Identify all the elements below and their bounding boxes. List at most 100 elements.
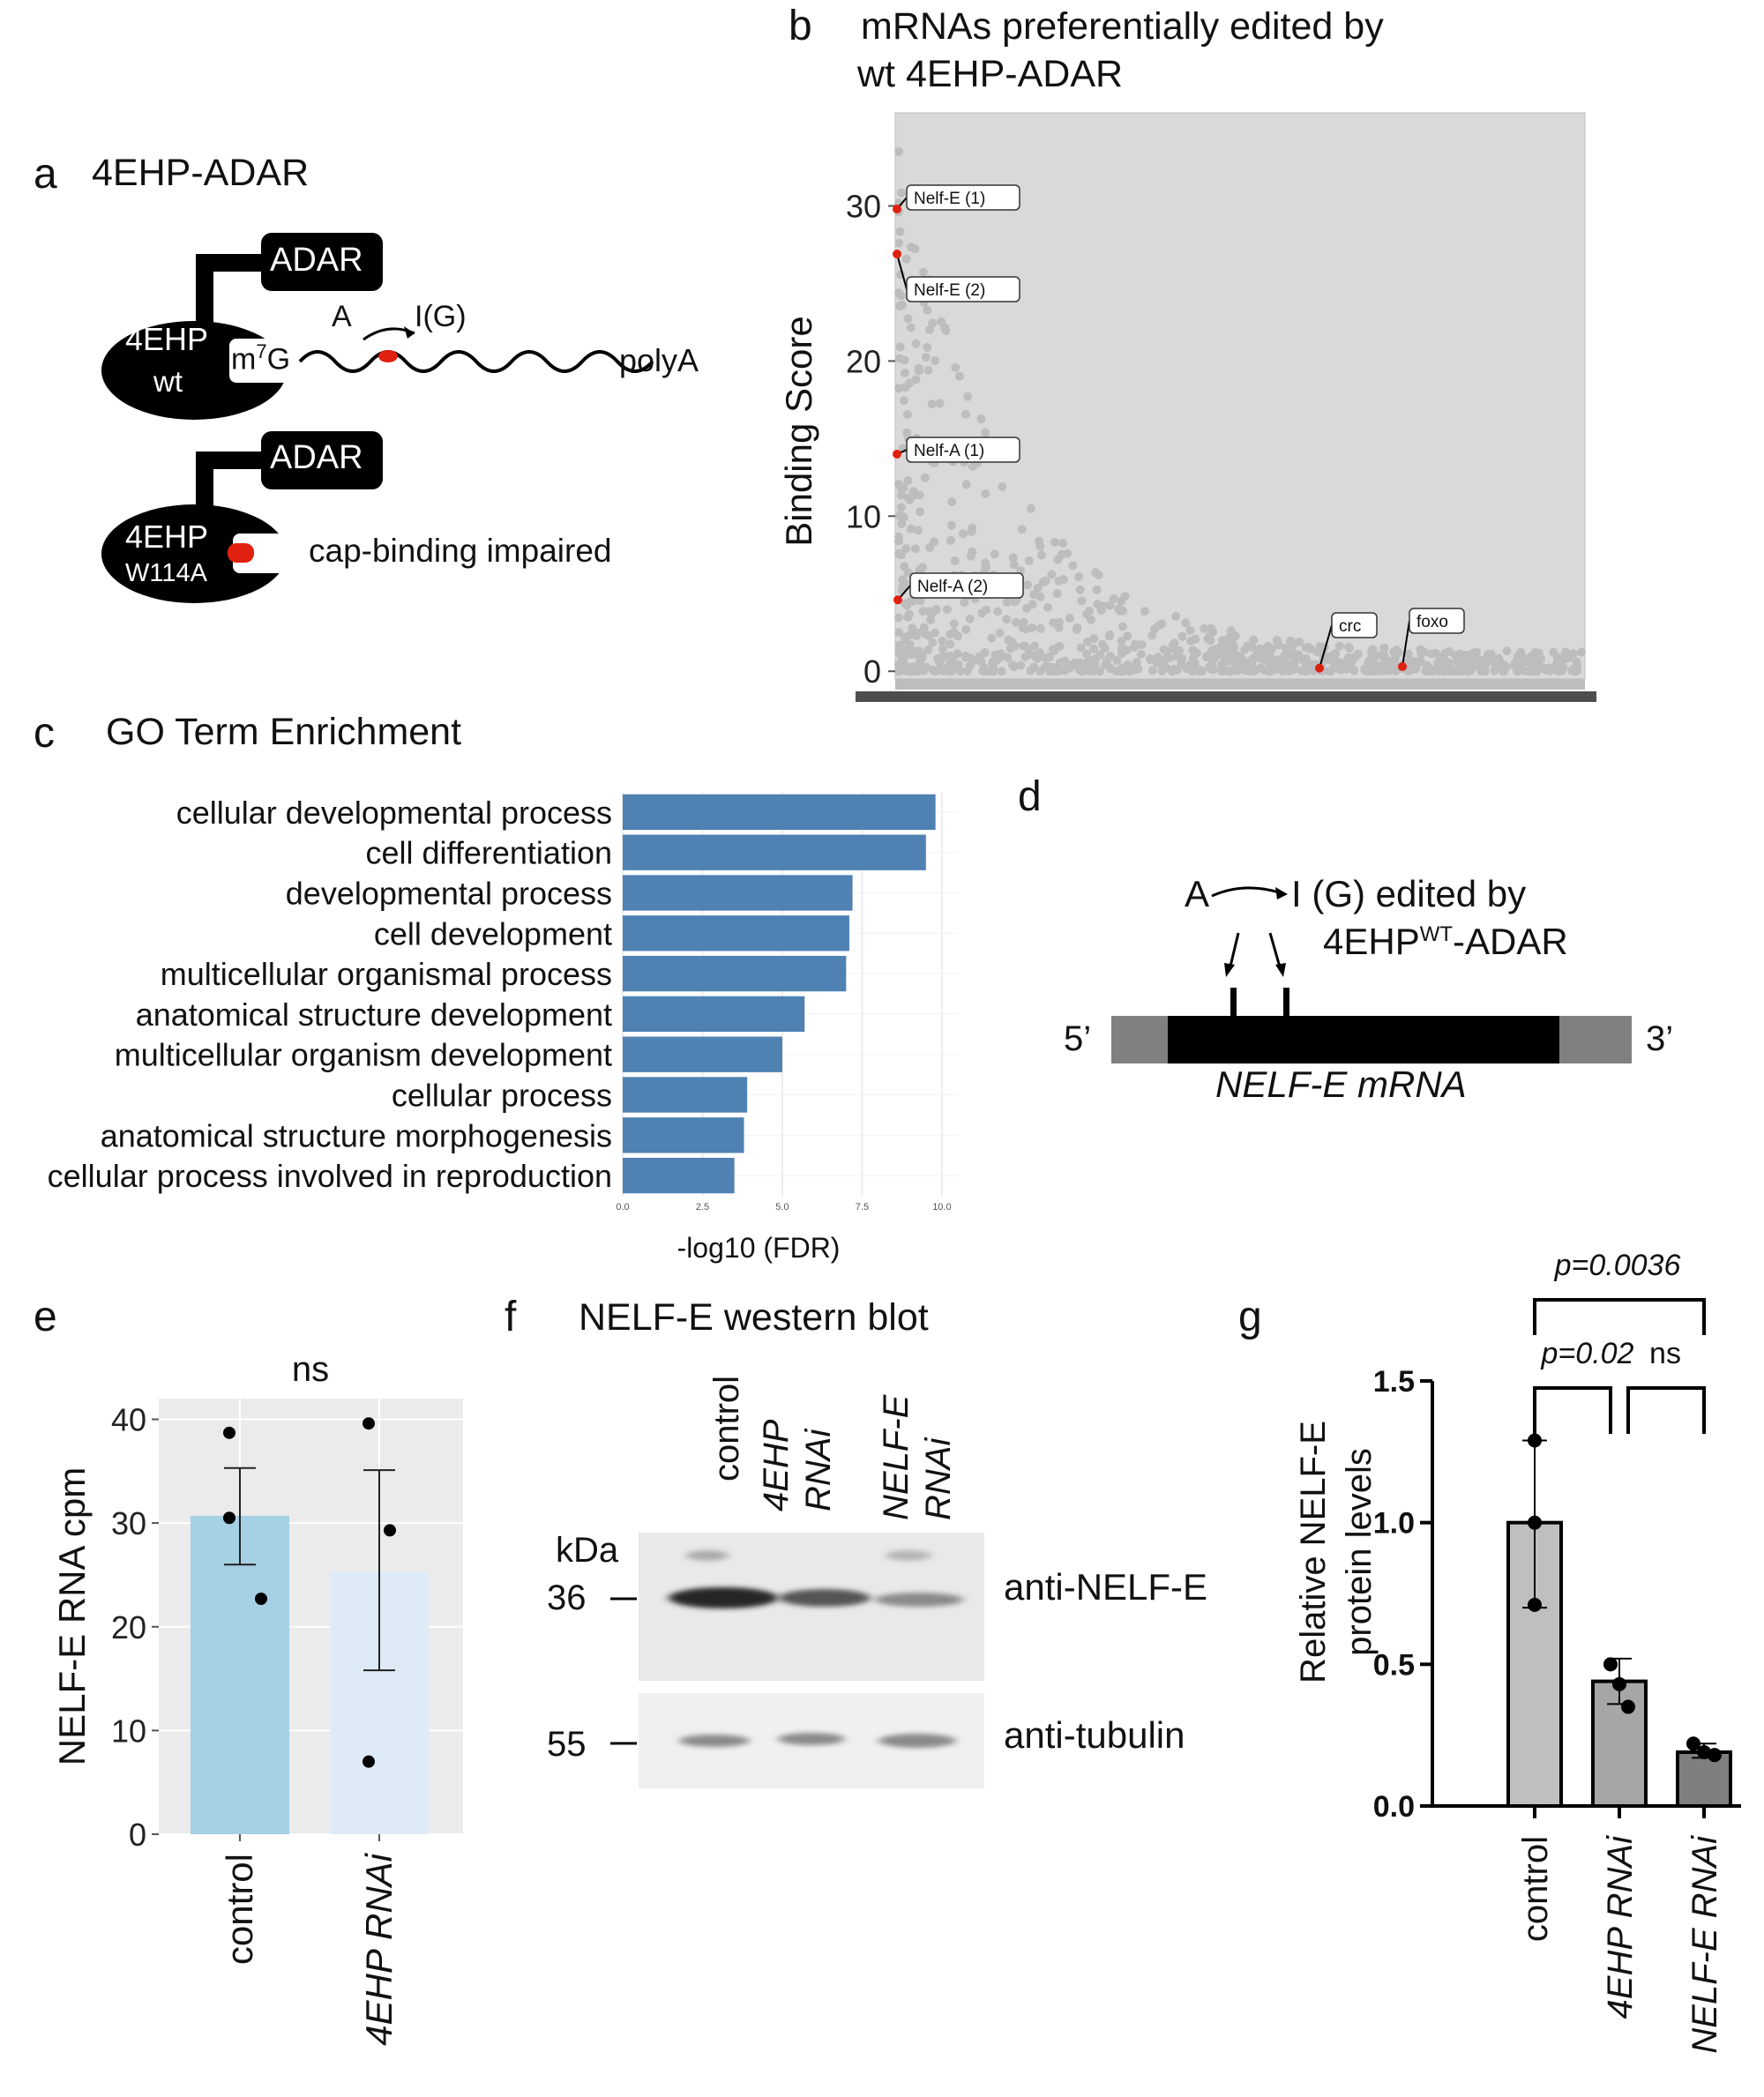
background-point [927,399,937,409]
background-point [1133,664,1143,674]
background-point [962,666,972,675]
background-point [900,659,909,668]
datapoint-g [1603,1657,1618,1672]
background-point [1035,592,1045,601]
background-point [916,507,925,517]
background-point [931,667,940,675]
background-point [961,480,971,489]
background-point [1190,658,1200,668]
background-point [922,630,931,639]
background-point [1026,504,1035,513]
background-point [1098,601,1108,611]
background-point [1169,640,1178,649]
y-axis-label-b: Binding Score [778,316,819,547]
background-point [925,325,935,334]
y-tick-label-e: 20 [111,1609,146,1646]
background-point [1116,667,1125,675]
callout-box [1331,612,1378,638]
y-tick-label-g: 1.0 [1373,1507,1415,1541]
callout-label: Nelf-E (2) [914,281,985,300]
background-point [1019,617,1028,627]
background-point [1090,659,1100,668]
callout-label: Nelf-E (1) [914,190,985,208]
background-point [894,532,903,541]
mut-sub-label: W114A [125,559,207,587]
panel-f-label: f [505,1294,517,1340]
significance-label: ns [1649,1337,1681,1370]
background-point [946,630,955,639]
background-point [1083,637,1092,646]
background-point [953,660,963,669]
background-point [1055,641,1065,651]
background-point [921,353,931,362]
kda-label: kDa [556,1531,619,1570]
x-tick-label-g: NELF-E RNAi [1686,1835,1724,2054]
background-point [1177,660,1186,669]
go-term-label: cellular process [392,1078,612,1114]
background-point [1009,662,1019,672]
background-point [935,399,945,408]
background-point [1171,612,1181,621]
callout-box [906,276,1020,302]
datapoint-e [363,1417,375,1430]
background-point [1224,667,1234,676]
background-point [1454,667,1463,676]
background-point [928,318,938,328]
plot-b-background-points [894,147,1586,676]
callout-label: Nelf-A (2) [917,578,988,596]
background-point [960,598,969,608]
background-point [905,495,915,504]
background-point [920,473,930,482]
background-point [894,613,904,623]
background-point [1237,654,1247,664]
plot-b-rank-strip [895,679,1585,690]
background-point [1403,649,1413,659]
background-point [1002,615,1012,624]
anti-tubulin-label: anti-tubulin [1004,1714,1185,1756]
background-point [1484,652,1492,661]
y-tick-label-e: 0 [129,1817,146,1853]
background-point [1461,650,1471,660]
d-edit-line2: 4EHPWT-ADAR [1323,921,1568,962]
go-term-label: anatomical structure development [136,996,612,1033]
background-point [894,147,904,156]
panel-b-title-2: wt 4EHP-ADAR [857,53,1124,95]
title-e: ns [292,1350,329,1389]
go-bar [623,996,805,1033]
background-point [1082,658,1092,668]
background-point [1038,577,1048,586]
background-point [1222,639,1232,649]
background-point [901,544,911,554]
background-point [976,414,986,424]
background-point [1301,667,1311,676]
background-point [1327,655,1337,665]
background-point [1012,617,1020,627]
y-axis-label-e: NELF-E RNA cpm [51,1467,93,1765]
background-point [1205,631,1215,641]
background-point [1219,651,1229,660]
background-point [1210,653,1220,663]
panel-c-title: GO Term Enrichment [106,711,462,753]
y-tick-label-e: 40 [111,1402,146,1438]
wt-sub-label: wt [153,365,183,398]
background-point [1116,606,1125,616]
background-point [1010,597,1020,607]
background-point [1024,556,1034,565]
background-point [993,607,1003,616]
background-point [1035,536,1044,546]
background-point [1075,585,1085,594]
background-point [1161,654,1170,664]
a-edit-from: A [332,300,352,333]
background-point [943,663,953,673]
background-point [894,549,903,558]
significance-bracket [1533,1298,1706,1335]
y-axis-label-g-line2: protein levels [1340,1448,1379,1656]
background-point [1342,662,1352,672]
background-point [898,575,908,585]
background-point [1153,653,1162,662]
background-point [981,489,990,498]
background-point [898,582,908,591]
go-term-label: multicellular organismal process [161,956,612,992]
anti-nelf-label: anti-NELF-E [1004,1566,1208,1608]
